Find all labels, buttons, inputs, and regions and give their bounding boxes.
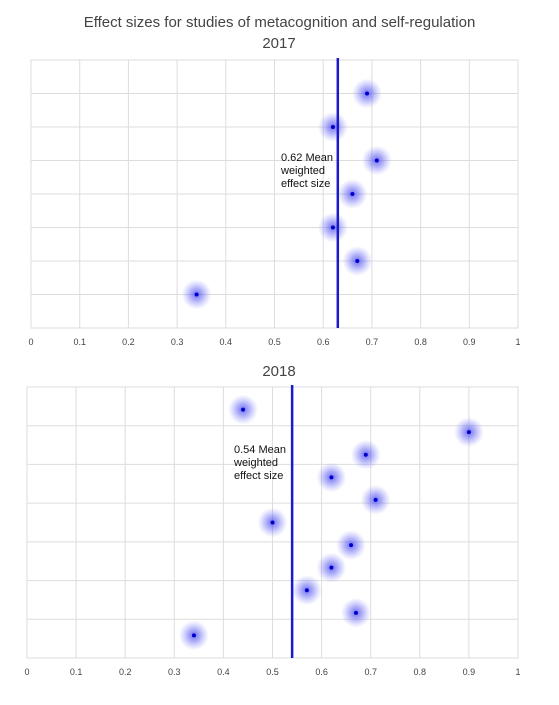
x-tick-label: 0.9 (463, 337, 476, 347)
data-point (374, 158, 379, 163)
annotation-line: effect size (234, 470, 283, 482)
mean-annotation: 0.62 Mean weighted effect size (280, 152, 333, 190)
data-point (191, 633, 196, 638)
data-point (270, 520, 275, 525)
x-tick-label: 0.8 (414, 337, 427, 347)
x-tick-label: 0.9 (463, 667, 476, 677)
data-point (373, 497, 378, 502)
data-point (329, 475, 334, 480)
chart-title: Effect sizes for studies of metacognitio… (83, 14, 476, 31)
x-tick-label: 0.2 (119, 667, 132, 677)
x-tick-label: 1 (515, 667, 520, 677)
x-tick-label: 0.6 (315, 667, 328, 677)
data-point (363, 452, 368, 457)
data-point (304, 588, 309, 593)
data-point (365, 91, 370, 96)
data-point (349, 543, 354, 548)
annotation-line: effect size (281, 178, 330, 190)
data-point (329, 565, 334, 570)
x-tick-label: 0.1 (70, 667, 83, 677)
data-point (350, 192, 355, 196)
x-tick-label: 0.6 (317, 337, 330, 347)
panel-title: 2017 (262, 35, 295, 52)
annotation-line: 0.62 Mean (281, 152, 333, 164)
x-tick-label: 0.5 (266, 667, 279, 677)
x-tick-label: 0.4 (220, 337, 233, 347)
annotation-line: weighted (280, 165, 325, 177)
x-tick-label: 0.4 (217, 667, 230, 677)
x-tick-label: 0.8 (414, 667, 427, 677)
annotation-line: weighted (233, 457, 278, 469)
annotation-line: 0.54 Mean (234, 444, 286, 456)
x-tick-label: 0.3 (171, 337, 184, 347)
x-tick-label: 0.2 (122, 337, 135, 347)
x-tick-label: 0 (28, 337, 33, 347)
mean-annotation: 0.54 Mean weighted effect size (233, 444, 286, 482)
data-point (466, 430, 471, 435)
chart-panel-2017: 2017 0 0.1 0.2 0.3 0.4 0.5 0.6 0.7 0.8 0.9 1 0.62 Me… (28, 35, 520, 347)
data-point (330, 225, 335, 230)
data-point (353, 610, 358, 615)
x-tick-label: 0.7 (366, 337, 379, 347)
data-point (194, 292, 199, 297)
x-tick-label: 0.3 (168, 667, 181, 677)
data-point (241, 407, 246, 412)
x-tick-label: 0.1 (73, 337, 86, 347)
x-tick-label: 0.7 (364, 667, 377, 677)
chart-panel-2018: 2018 0 0.1 0.2 0.3 0.4 0.5 0.6 0.7 0.8 0.9 1 0.54 Me… (24, 363, 520, 677)
data-point (330, 125, 335, 129)
panel-title: 2018 (262, 363, 295, 380)
x-tick-label: 0 (24, 667, 29, 677)
x-tick-label: 1 (515, 337, 520, 347)
x-tick-label: 0.5 (268, 337, 281, 347)
data-point (355, 259, 360, 263)
